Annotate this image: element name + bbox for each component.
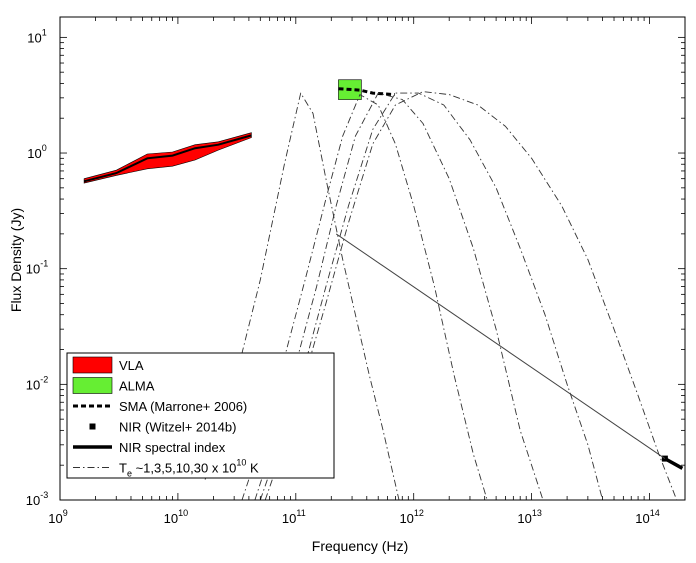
series-te-10e10-k-line [259, 92, 604, 500]
series-te-5e10-k-line [254, 92, 544, 500]
legend-swatch [72, 356, 113, 374]
legend-box [66, 352, 335, 479]
y-tick-exponent: -1 [40, 259, 48, 269]
x-tick-exponent: 10 [178, 508, 188, 518]
plot-area [83, 79, 684, 500]
y-tick-exponent: -2 [40, 374, 48, 384]
y-axis-title: Flux Density (Jy) [8, 208, 24, 312]
series-nir-extrapolation-line [335, 233, 666, 460]
legend-label-main: VLA [119, 358, 144, 373]
y-tick-base: 10 [26, 493, 40, 508]
x-tick-label: 1012 [399, 508, 423, 526]
x-tick-base: 10 [399, 511, 413, 526]
x-tick-base: 10 [517, 511, 531, 526]
x-tick-label: 1010 [164, 508, 188, 526]
y-tick-base: 10 [27, 146, 41, 161]
legend-label-main: ALMA [119, 379, 155, 394]
legend-label-tail: K [246, 461, 259, 476]
legend-label: SMA (Marrone+ 2006) [119, 399, 247, 414]
series-te-30e10-k-line [264, 91, 678, 500]
y-tick-label: 10-2 [26, 374, 48, 392]
legend-label-main: NIR (Witzel+ 2014b) [119, 420, 236, 435]
x-tick-base: 10 [164, 511, 178, 526]
series-sma-marrone-2006-line [338, 87, 395, 97]
legend-label: VLA [119, 358, 144, 373]
x-tick-exponent: 14 [650, 508, 660, 518]
legend-label: Te ~1,3,5,10,30 x 1010 K [119, 458, 259, 479]
y-tick-exponent: 0 [42, 143, 47, 153]
plot-frame [59, 16, 686, 501]
series-vla-line [83, 134, 252, 183]
x-tick-label: 1014 [635, 508, 659, 526]
y-tick-label: 100 [27, 143, 46, 161]
legend-label-main: T [119, 461, 127, 476]
series-te-3e10-k-line [241, 94, 488, 500]
data-layer [83, 79, 684, 500]
x-tick-exponent: 11 [296, 508, 305, 518]
legend-label-main: NIR spectral index [119, 440, 226, 455]
legend-label: ALMA [119, 379, 155, 394]
x-tick-exponent: 9 [63, 508, 68, 518]
x-tick-label: 109 [48, 508, 67, 526]
legend-label-main: SMA (Marrone+ 2006) [119, 399, 247, 414]
x-tick-base: 10 [282, 511, 296, 526]
x-tick-label: 1013 [517, 508, 541, 526]
series-nir-spectral-index-line [664, 457, 684, 470]
legend-label: NIR (Witzel+ 2014b) [119, 420, 236, 435]
legend-label-sub: e [127, 469, 132, 479]
x-tick-label: 1011 [282, 508, 306, 526]
legend-swatch [72, 377, 113, 394]
y-tick-exponent: -3 [40, 490, 48, 500]
axes-layer: 109 1010 1011 1012 1013 101410-310-210-110010… [26, 16, 686, 526]
y-tick-label: 10-1 [26, 259, 48, 277]
y-tick-base: 10 [26, 377, 40, 392]
legend-label-sup: 10 [236, 458, 246, 468]
x-tick-exponent: 12 [414, 508, 424, 518]
series-te-1e10-k-line [204, 92, 400, 500]
y-tick-label: 10-3 [26, 490, 48, 508]
legend-label-suffix: ~1,3,5,10,30 x 10 [132, 461, 236, 476]
legend: VLA ALMA SMA (Marrone+ 2006) NIR (Witzel+ 2… [66, 352, 335, 479]
x-tick-base: 10 [48, 511, 62, 526]
x-axis-title: Frequency (Hz) [312, 538, 408, 554]
y-tick-label: 101 [27, 27, 46, 45]
legend-swatch [89, 423, 96, 430]
x-tick-base: 10 [635, 511, 649, 526]
legend-label: NIR spectral index [119, 440, 226, 455]
y-tick-base: 10 [27, 30, 41, 45]
y-tick-exponent: 1 [42, 27, 47, 37]
x-tick-exponent: 13 [532, 508, 542, 518]
y-tick-base: 10 [26, 262, 40, 277]
